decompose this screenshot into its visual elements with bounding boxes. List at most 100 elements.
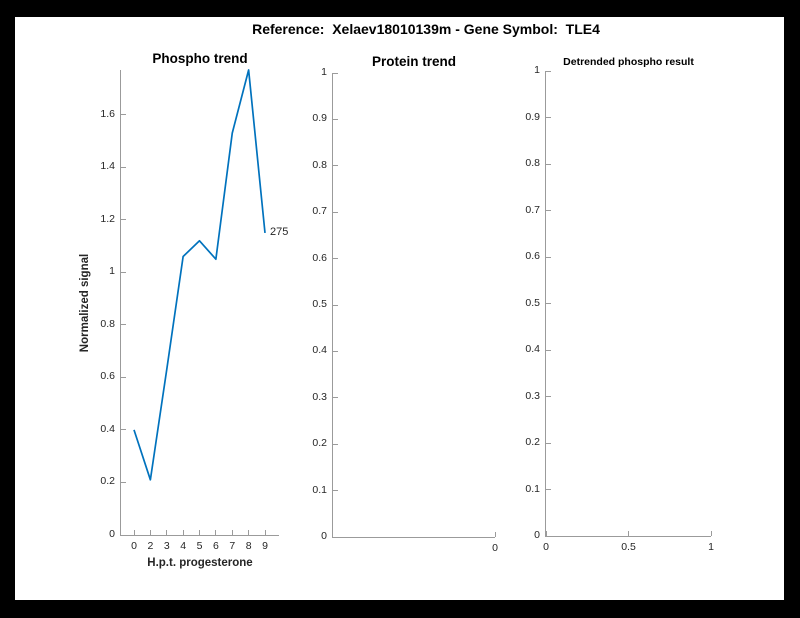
y-tick-mark: [546, 210, 551, 211]
y-tick-label: 0.2: [525, 436, 540, 448]
y-tick-label: 0.9: [525, 110, 540, 123]
phospho-trend-title: Phospho trend: [152, 51, 248, 66]
y-tick-mark: [546, 535, 551, 537]
x-tick-label: 0.5: [621, 541, 636, 553]
y-tick-mark: [333, 443, 338, 445]
figure-title: Reference: Xelaev18010139m - Gene Symbol…: [252, 21, 600, 37]
y-tick-mark: [121, 534, 126, 536]
y-tick-mark: [333, 72, 338, 74]
y-tick-label: 0.5: [312, 298, 327, 310]
x-tick-mark: [264, 530, 266, 535]
y-tick-label: 0: [321, 530, 327, 542]
x-tick-label: 0: [543, 541, 549, 553]
y-tick-label: 0.1: [525, 482, 540, 495]
x-tick-label: 9: [262, 540, 268, 552]
y-tick-mark: [121, 429, 126, 431]
x-tick-mark: [215, 530, 217, 535]
y-tick-label: 0.1: [312, 483, 327, 496]
y-tick-mark: [333, 258, 338, 260]
x-tick-label: 4: [180, 540, 187, 552]
protein-trend-axes: Protein trend 0 0.1 0.2 0.3 0.4 0.5 0.6 0.7 0.8 0…: [312, 54, 498, 554]
phospho-trend-axes: Phospho trend Normalized signal H.p.t. p…: [79, 51, 288, 569]
y-tick-mark: [546, 303, 551, 304]
y-tick-mark: [546, 396, 551, 397]
y-tick-mark: [333, 536, 338, 538]
y-tick-label: 0.4: [312, 344, 327, 357]
y-tick-label: 1: [321, 66, 327, 78]
y-tick-mark: [333, 211, 338, 213]
y-tick-mark: [546, 163, 551, 165]
y-tick-mark: [546, 256, 551, 258]
figure-canvas: Reference: Xelaev18010139m - Gene Symbol…: [15, 17, 784, 600]
detrended-phospho-axes: Detrended phospho result 0 0.1 0.2 0.3 0.4 0.…: [525, 56, 714, 553]
y-tick-label: 0.4: [100, 422, 115, 435]
y-tick-mark: [333, 118, 338, 120]
y-tick-mark: [333, 490, 338, 492]
y-tick-label: 1.2: [100, 212, 115, 225]
y-tick-label: 0.3: [525, 389, 540, 402]
endpoint-value-label: 275: [270, 225, 289, 238]
y-tick-mark: [546, 442, 551, 444]
y-tick-mark: [333, 350, 338, 352]
y-tick-label: 0: [109, 528, 115, 540]
y-tick-label: 0.4: [525, 343, 540, 355]
y-tick-mark: [121, 481, 126, 483]
x-tick-mark: [628, 531, 629, 536]
y-tick-label: 0: [534, 529, 540, 541]
x-tick-mark: [149, 530, 151, 535]
x-tick-mark: [710, 531, 712, 536]
x-tick-label: 7: [229, 540, 236, 552]
x-tick-mark: [545, 531, 547, 536]
y-tick-mark: [546, 117, 551, 118]
x-tick-label: 2: [147, 540, 154, 552]
x-tick-mark: [199, 530, 200, 535]
x-tick-label: 0: [131, 540, 137, 552]
detrended-phospho-title: Detrended phospho result: [563, 56, 694, 68]
x-tick-label: 3: [163, 540, 170, 552]
y-tick-mark: [121, 219, 126, 221]
x-tick-mark: [231, 530, 233, 535]
phospho-trend-line: [133, 69, 266, 481]
x-tick-mark: [494, 532, 496, 537]
y-tick-mark: [546, 489, 551, 490]
trend-line-plot: [133, 69, 266, 481]
x-tick-label: 8: [245, 540, 252, 552]
y-tick-mark: [121, 114, 126, 116]
y-tick-mark: [121, 376, 126, 378]
x-tick-label: 5: [196, 540, 203, 552]
y-tick-label: 1: [109, 265, 115, 278]
y-tick-label: 1.4: [100, 160, 115, 173]
x-tick-label: 0: [492, 542, 498, 554]
y-tick-label: 0.3: [312, 390, 327, 403]
y-tick-label: 0.6: [312, 251, 327, 264]
x-tick-mark: [166, 530, 168, 535]
y-tick-label: 0.6: [100, 370, 115, 383]
y-tick-label: 0.2: [100, 475, 115, 488]
y-tick-label: 0.8: [312, 158, 327, 171]
y-tick-label: 0.8: [100, 317, 115, 330]
y-tick-mark: [546, 70, 551, 72]
y-tick-label: 0.5: [525, 296, 540, 309]
y-tick-label: 1.6: [100, 107, 115, 120]
x-tick-label: 6: [212, 540, 219, 552]
y-tick-label: 0.8: [525, 157, 540, 169]
y-tick-label: 0.2: [312, 437, 327, 450]
y-tick-mark: [333, 304, 338, 306]
y-tick-mark: [121, 166, 126, 168]
protein-trend-title: Protein trend: [371, 54, 456, 69]
y-tick-label: 1: [534, 64, 540, 76]
y-tick-label: 0.7: [525, 203, 540, 216]
y-tick-mark: [121, 271, 126, 273]
x-tick-mark: [133, 530, 135, 535]
x-tick-label: 1: [708, 541, 714, 553]
y-tick-mark: [333, 397, 338, 399]
y-tick-label: 0.6: [525, 250, 540, 262]
y-tick-mark: [546, 349, 551, 351]
x-axis-label: H.p.t. progesterone: [147, 557, 253, 569]
y-tick-mark: [333, 165, 338, 167]
y-tick-label: 0.7: [312, 205, 327, 218]
y-tick-mark: [121, 324, 126, 326]
x-tick-mark: [248, 530, 250, 535]
x-tick-mark: [182, 530, 184, 535]
